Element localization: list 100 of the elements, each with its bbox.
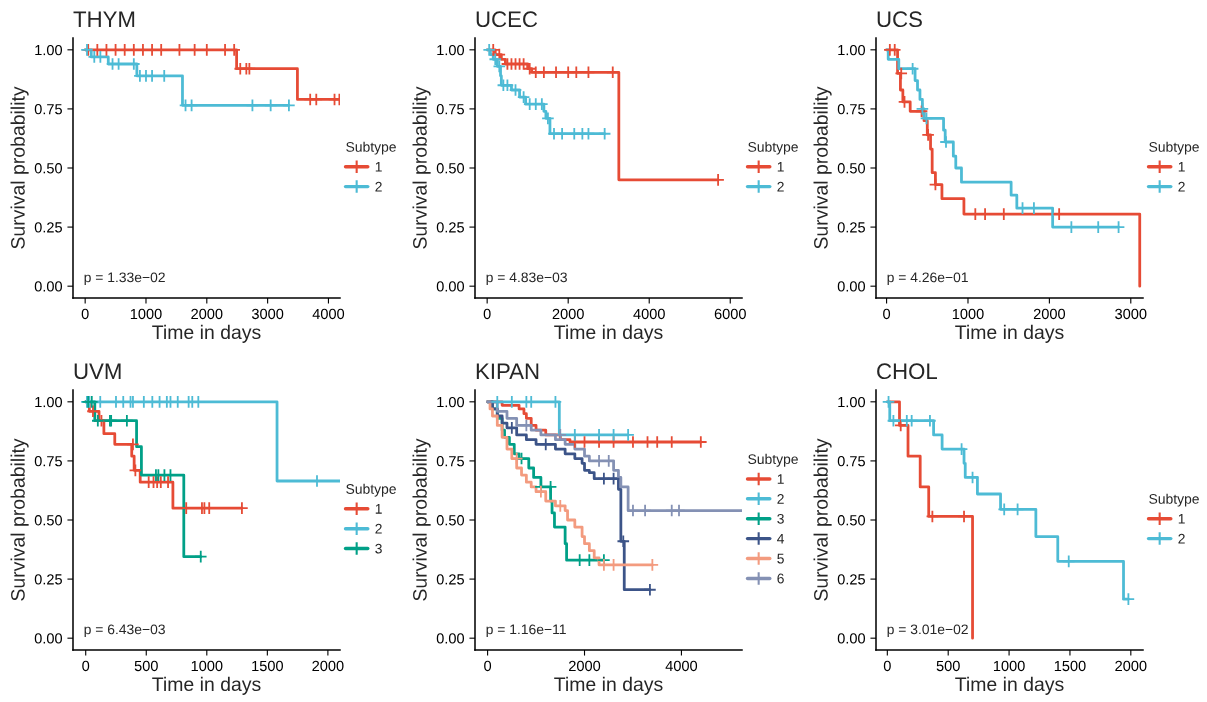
chart-title: UCS <box>877 11 922 28</box>
y-tick-label: 0.00 <box>34 281 63 292</box>
legend-title: Subtype <box>748 141 798 155</box>
legend-label: 3 <box>777 513 784 524</box>
legend-label: 2 <box>1178 181 1185 192</box>
chart-title: UCEC <box>476 11 538 28</box>
y-tick-label: 0.50 <box>436 515 465 526</box>
y-axis-title: Survival probability <box>813 86 832 249</box>
x-tick-label: 6000 <box>714 308 746 320</box>
y-axis-title: Survival probability <box>813 438 832 601</box>
x-tick-label: 1000 <box>993 660 1025 672</box>
y-tick-label: 1.00 <box>437 44 465 56</box>
legend-label: 1 <box>375 162 382 172</box>
y-tick-label: 1.00 <box>838 396 866 408</box>
x-tick-label: 0 <box>883 660 891 672</box>
legend-label: 1 <box>1178 514 1185 524</box>
chart-title: KIPAN <box>476 363 539 379</box>
y-tick-label: 0.00 <box>34 633 63 644</box>
x-tick-label: 4000 <box>665 660 698 672</box>
y-tick-label: 0.00 <box>837 281 866 292</box>
annotation: p = 1.33e−02 <box>84 272 165 285</box>
y-tick-label: 0.75 <box>34 456 62 467</box>
x-tick-label: 1500 <box>1054 660 1086 672</box>
y-axis-title: Survival probability <box>10 86 29 249</box>
legend-title: Subtype <box>1149 493 1199 507</box>
x-tick-label: 4000 <box>633 308 665 320</box>
legend-label: 4 <box>777 533 785 544</box>
x-tick-label: 0 <box>484 660 492 672</box>
x-tick-label: 2000 <box>191 308 223 320</box>
y-tick-label: 0.50 <box>837 515 866 526</box>
y-tick-label: 1.00 <box>437 396 465 408</box>
legend-label: 3 <box>375 543 382 554</box>
x-axis-title: Time in days <box>554 676 663 695</box>
y-axis-title: Survival probability <box>10 438 29 601</box>
y-tick-label: 0.25 <box>34 574 62 585</box>
y-tick-label: 0.25 <box>436 222 464 233</box>
y-tick-label: 0.25 <box>837 222 865 233</box>
x-tick-label: 0 <box>82 660 90 672</box>
y-tick-label: 0.00 <box>436 281 465 292</box>
y-tick-label: 0.00 <box>436 633 465 644</box>
legend-label: 6 <box>777 573 784 584</box>
y-tick-label: 0.50 <box>34 515 63 526</box>
legend-title: Subtype <box>346 141 396 155</box>
x-tick-label: 0 <box>483 308 491 320</box>
legend-label: 5 <box>777 553 784 564</box>
x-tick-label: 1000 <box>191 660 223 672</box>
x-tick-label: 2000 <box>312 660 344 672</box>
x-tick-label: 3000 <box>1115 308 1147 320</box>
legend-label: 2 <box>777 494 784 504</box>
y-tick-label: 0.25 <box>34 222 62 233</box>
y-tick-label: 0.50 <box>837 163 866 174</box>
x-axis-title: Time in days <box>554 324 663 343</box>
y-tick-label: 0.25 <box>837 574 865 585</box>
y-tick-label: 0.75 <box>436 456 464 467</box>
legend-label: 1 <box>777 474 784 484</box>
y-tick-label: 0.75 <box>436 104 464 115</box>
y-tick-label: 0.75 <box>837 456 865 467</box>
y-tick-label: 0.25 <box>436 574 464 585</box>
legend-label: 2 <box>1178 533 1185 544</box>
x-tick-label: 0 <box>883 308 891 320</box>
legend-label: 1 <box>777 162 784 172</box>
legend-title: Subtype <box>748 453 798 467</box>
x-tick-label: 0 <box>81 308 89 320</box>
x-tick-label: 2000 <box>569 660 601 672</box>
legend-title: Subtype <box>346 483 396 497</box>
annotation: p = 4.83e−03 <box>486 272 567 285</box>
x-tick-label: 2000 <box>552 308 584 320</box>
x-tick-label: 1500 <box>252 660 283 672</box>
y-tick-label: 0.00 <box>837 633 866 644</box>
legend-label: 2 <box>777 181 784 192</box>
chart-title: THYM <box>73 11 135 27</box>
y-tick-label: 1.00 <box>35 44 63 56</box>
x-tick-label: 500 <box>936 660 960 672</box>
legend-label: 1 <box>375 504 382 514</box>
x-axis-title: Time in days <box>152 676 261 695</box>
y-tick-label: 0.50 <box>436 163 465 174</box>
y-axis-title: Survival probability <box>412 86 431 249</box>
x-tick-label: 3000 <box>251 308 284 320</box>
x-tick-label: 1000 <box>130 308 162 320</box>
y-tick-label: 0.75 <box>34 104 62 115</box>
x-tick-label: 500 <box>134 660 158 672</box>
chart-title: CHOL <box>877 363 937 380</box>
x-axis-title: Time in days <box>152 324 261 343</box>
x-tick-label: 2000 <box>1033 308 1066 320</box>
y-tick-label: 0.50 <box>34 163 63 174</box>
annotation: p = 1.16e−11 <box>486 624 566 637</box>
y-tick-label: 1.00 <box>35 396 63 408</box>
x-tick-label: 2000 <box>1115 660 1147 672</box>
x-axis-title: Time in days <box>955 324 1064 343</box>
annotation: p = 4.26e−01 <box>887 272 968 285</box>
x-tick-label: 1000 <box>952 308 984 320</box>
x-axis-title: Time in days <box>955 676 1064 695</box>
legend-label: 2 <box>375 523 382 534</box>
legend-label: 2 <box>375 181 382 192</box>
legend-label: 1 <box>1178 162 1185 172</box>
x-tick-label: 4000 <box>312 308 345 320</box>
annotation: p = 6.43e−03 <box>84 624 165 637</box>
y-tick-label: 0.75 <box>837 104 865 115</box>
y-axis-title: Survival probability <box>412 438 431 601</box>
annotation: p = 3.01e−02 <box>887 624 968 637</box>
